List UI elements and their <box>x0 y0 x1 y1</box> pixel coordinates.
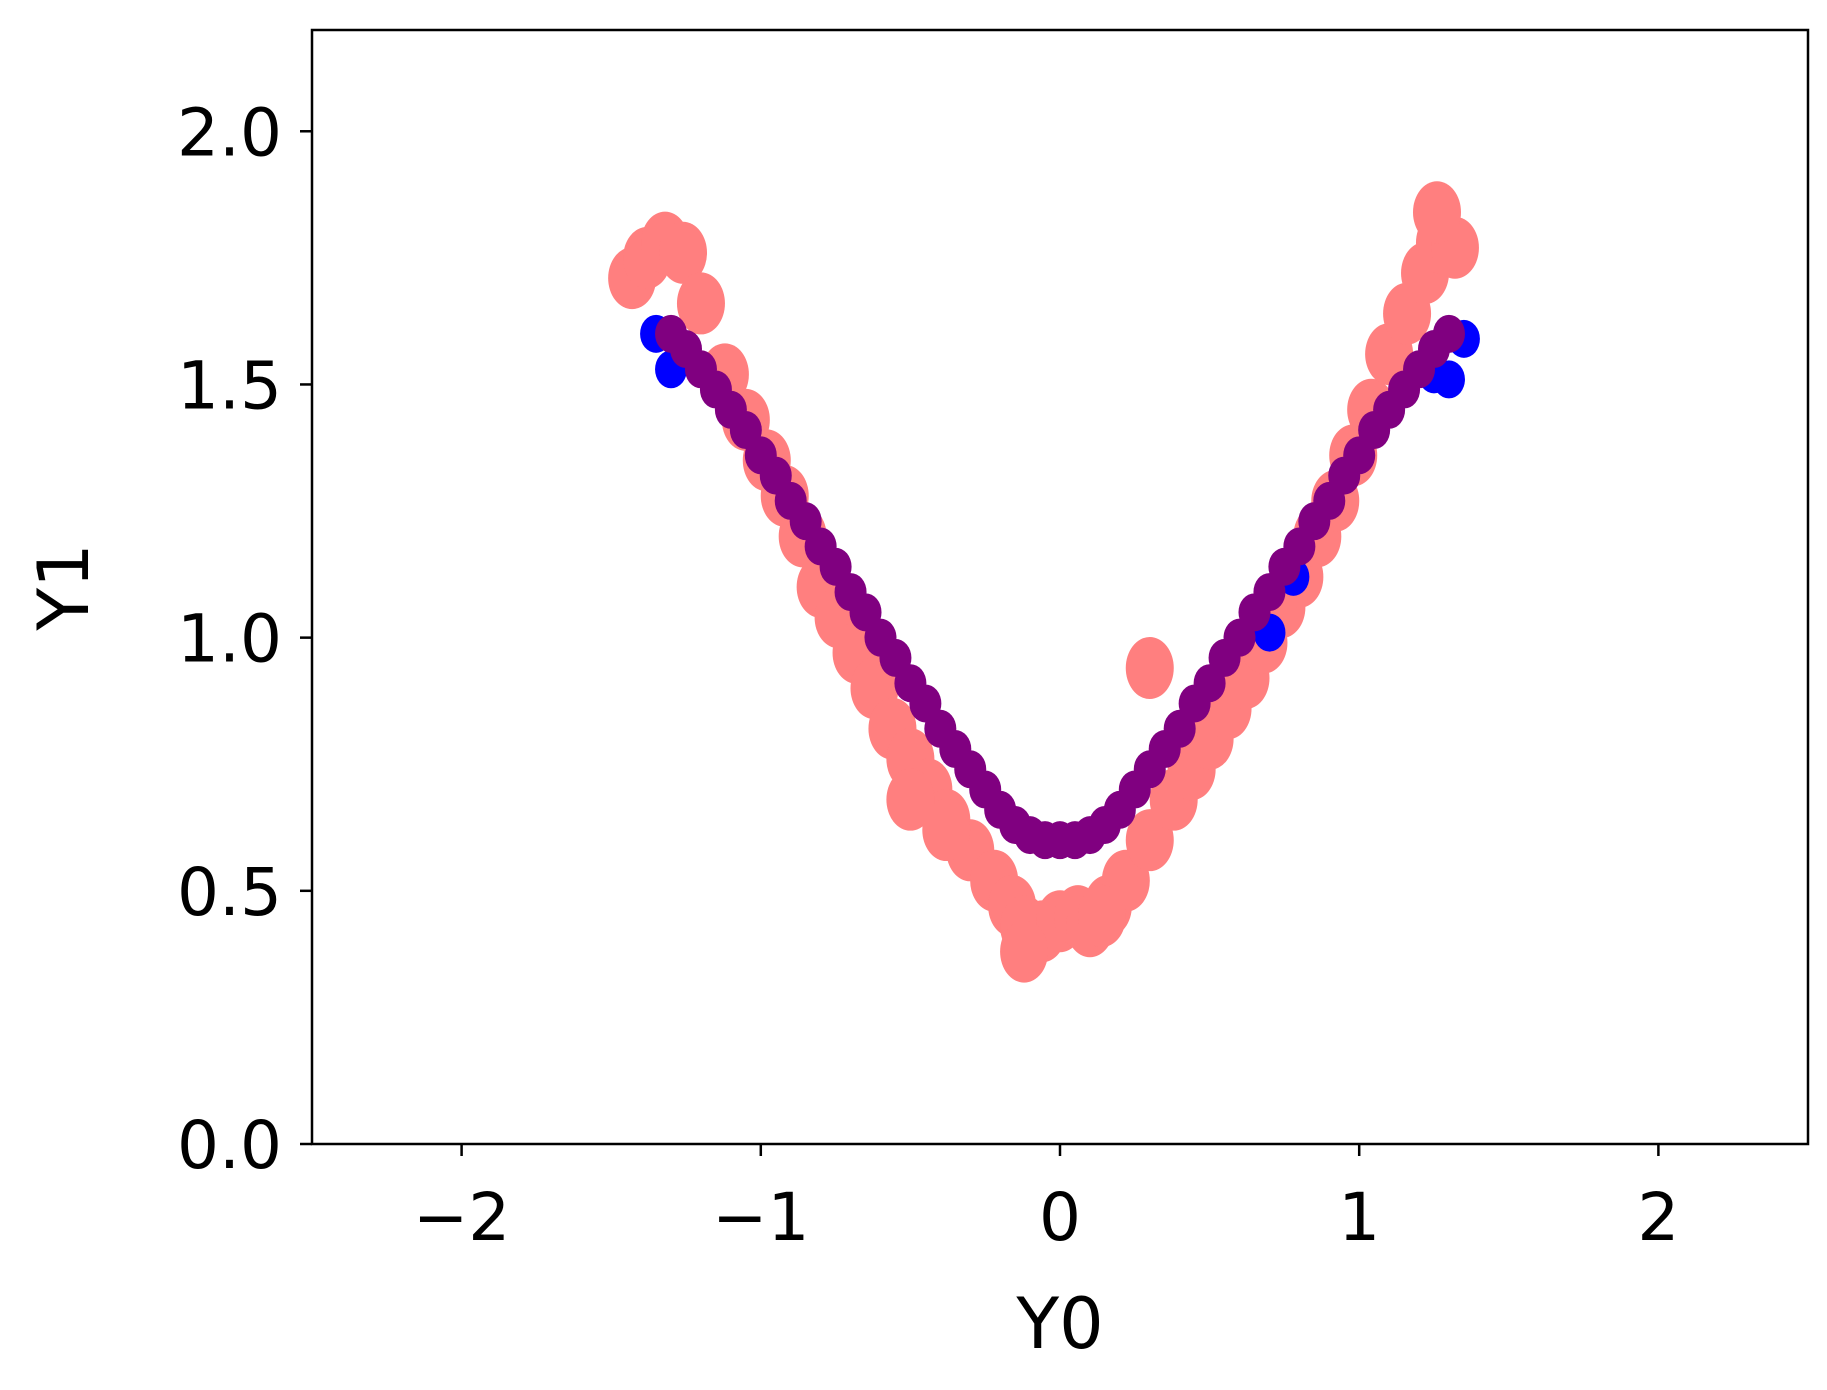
data-point <box>1077 885 1126 948</box>
x-tick-label: −2 <box>413 1179 510 1256</box>
y-tick-label: 1.0 <box>177 601 282 678</box>
series-2 <box>655 314 1465 860</box>
y-axis-title: Y1 <box>23 543 105 631</box>
x-tick-label: 2 <box>1637 1179 1679 1256</box>
data-point <box>1412 181 1461 244</box>
x-tick-label: −1 <box>712 1179 809 1256</box>
data-point <box>1432 314 1465 353</box>
y-tick-label: 0.0 <box>177 1107 282 1184</box>
data-point <box>676 272 725 335</box>
y-tick-label: 0.5 <box>177 854 282 931</box>
x-tick-label: 1 <box>1338 1179 1380 1256</box>
plot-frame <box>310 28 1810 1146</box>
data-point <box>1125 637 1174 700</box>
ticks-layer: −2 −1 0 1 2 0.0 0.5 1.0 1.5 2.0 <box>177 94 1679 1256</box>
x-axis-title: Y0 <box>1015 1283 1103 1365</box>
y-tick-label: 1.5 <box>177 347 282 424</box>
series-0 <box>608 181 1479 983</box>
points-layer <box>608 181 1480 983</box>
data-point <box>1000 920 1049 983</box>
x-tick-label: 0 <box>1039 1179 1081 1256</box>
data-point <box>659 221 708 284</box>
y-tick-label: 2.0 <box>177 94 282 171</box>
data-point <box>886 768 935 831</box>
data-point <box>922 799 971 862</box>
